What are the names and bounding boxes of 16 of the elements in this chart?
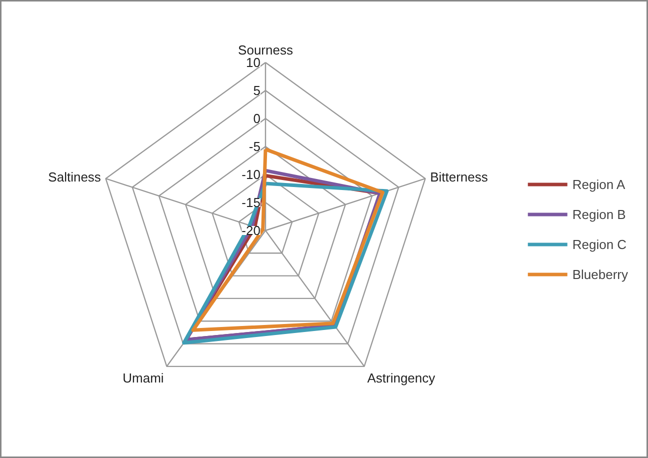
y-tick-label: -15 <box>242 195 260 210</box>
y-tick-label: 0 <box>253 111 260 126</box>
spoke-label: Saltiness <box>48 170 102 185</box>
spoke-label: Umami <box>122 370 164 386</box>
y-tick-label: -20 <box>242 223 260 238</box>
legend-label: Blueberry <box>572 266 628 282</box>
y-tick-label: -5 <box>248 139 260 154</box>
y-tick-label: 5 <box>253 83 260 98</box>
spoke-label: Bitterness <box>430 170 488 185</box>
legend-label: Region C <box>572 236 627 252</box>
y-tick-label: -10 <box>242 167 260 182</box>
spoke-label: Astringency <box>367 370 436 386</box>
legend-label: Region A <box>572 176 626 192</box>
spoke-label: Sourness <box>238 42 294 58</box>
legend-label: Region B <box>572 206 626 222</box>
y-tick-label: 10 <box>246 55 260 70</box>
